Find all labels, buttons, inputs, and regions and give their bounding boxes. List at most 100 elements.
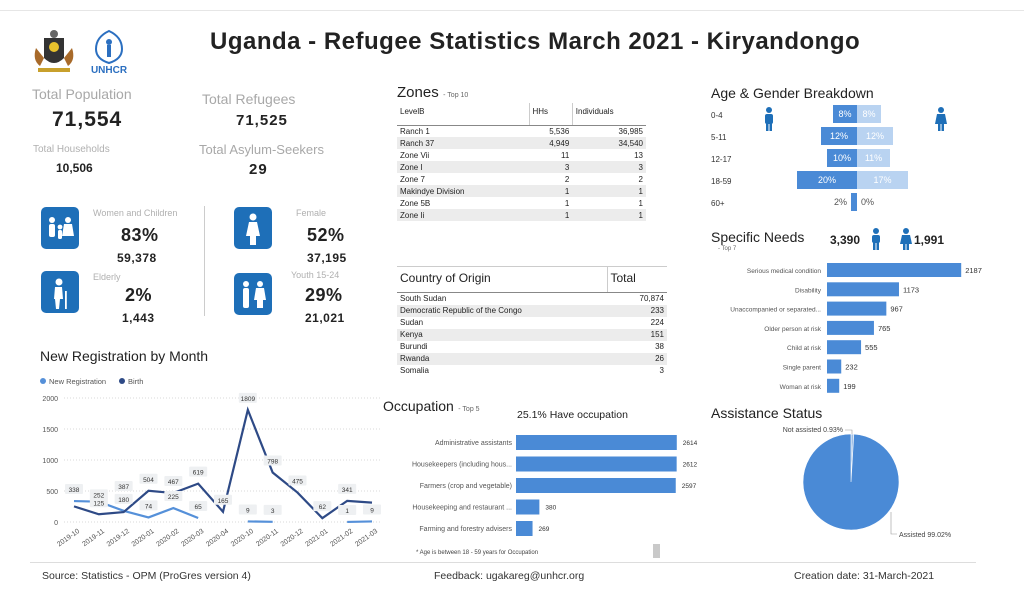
age-bar-female	[857, 171, 908, 189]
needs-data-label: 232	[845, 363, 858, 372]
occupation-tick-label: Housekeepers (including hous...	[412, 462, 512, 469]
age-data-label: 2%	[834, 197, 847, 207]
zones-col-individuals[interactable]: Individuals	[572, 103, 646, 126]
footer-feedback[interactable]: Feedback: ugakareg@unhcr.org	[434, 570, 585, 582]
women-children-pct: 83%	[121, 225, 159, 245]
x-tick-label: 2021-02	[329, 528, 354, 549]
table-cell: 3	[572, 161, 646, 173]
table-row[interactable]: Rwanda 26	[397, 352, 667, 365]
occupation-data-label: 2614	[683, 440, 698, 447]
unhcr-logo: UNHCR	[91, 29, 128, 75]
table-row[interactable]: South Sudan 70,874	[397, 293, 667, 305]
needs-bar	[827, 263, 962, 277]
point-data-label: 338	[69, 487, 80, 494]
point-data-label: 62	[319, 504, 327, 511]
occupation-tick-label: Farming and forestry advisers	[419, 526, 512, 533]
occupation-tick-label: Housekeeping and restaurant ...	[412, 505, 512, 512]
point-data-label: 387	[118, 484, 129, 491]
assistance-title: Assistance Status	[711, 405, 823, 421]
point-data-label: 125	[93, 500, 104, 507]
table-cell: 2	[638, 174, 643, 184]
table-row[interactable]: Democratic Republic of the Congo 233	[397, 304, 667, 317]
total-population-value: 71,554	[52, 108, 123, 131]
point-label-box	[114, 481, 133, 492]
occupation-bar	[516, 478, 676, 493]
needs-male-icon	[872, 228, 880, 250]
needs-tick-label: Older person at risk	[764, 326, 821, 333]
point-data-label: 341	[342, 487, 353, 494]
needs-data-label: 967	[890, 305, 903, 314]
table-cell: Ranch 37	[397, 137, 529, 149]
zones-heading: Zones - Top 10	[397, 84, 468, 102]
table-row[interactable]: Ranch 37 4,949 34,540	[397, 137, 646, 149]
x-tick-label: 2020-10	[230, 528, 255, 549]
table-cell: South Sudan	[400, 294, 447, 304]
occupation-data-label: 269	[539, 526, 550, 533]
age-tick-label: 18-59	[711, 177, 732, 186]
table-row[interactable]: Somalia 3	[397, 365, 667, 377]
youth-icon	[234, 273, 272, 315]
age-tick-label: 60+	[711, 199, 725, 208]
point-data-label: 467	[168, 479, 179, 486]
age-gender-title: Age & Gender Breakdown	[711, 85, 874, 101]
table-row[interactable]: Burundi 38	[397, 341, 667, 353]
point-label-box	[89, 489, 108, 500]
table-cell: Zone 7	[400, 174, 425, 184]
table-row[interactable]: Ranch 1 5,536 36,985	[397, 125, 646, 137]
x-tick-label: 2020-03	[180, 528, 205, 549]
zones-col-level[interactable]: LevelB	[397, 103, 530, 126]
table-cell: Burundi	[400, 342, 428, 351]
needs-tick-label: Serious medical condition	[747, 268, 821, 275]
point-data-label: 225	[168, 494, 179, 501]
age-bar-male	[797, 171, 857, 189]
needs-bar	[827, 359, 842, 374]
zones-subtitle: - Top 10	[443, 92, 469, 99]
age-gender-chart: Age & Gender Breakdown 0-4 8% 8% 5-11 12% 12%…	[711, 85, 947, 211]
pie-slice-assisted	[802, 433, 900, 531]
age-data-label: 8%	[862, 109, 875, 119]
table-row[interactable]: Sudan 224	[397, 317, 667, 329]
needs-bar	[827, 340, 862, 355]
table-row[interactable]: Makindye Division 1 1	[397, 185, 646, 197]
table-row[interactable]: Zone 5B 1 1	[397, 197, 646, 209]
occupation-data-label: 380	[545, 505, 556, 512]
occupation-subtitle: - Top 5	[458, 406, 480, 413]
youth-count: 21,021	[305, 311, 345, 325]
specific-needs-chart: Serious medical condition 2187 Disability 1…	[730, 263, 982, 393]
point-data-label: 65	[195, 504, 203, 511]
y-tick-label: 2000	[42, 396, 58, 403]
point-data-label: 252	[93, 492, 104, 499]
pie-label-assisted: Assisted 99.02%	[899, 532, 951, 539]
table-row[interactable]: Zone Vii 11 13	[397, 149, 646, 161]
table-cell: Zone I	[397, 161, 529, 173]
footer-created: Creation date: 31-March-2021	[794, 570, 935, 582]
occupation-note: * Age is between 18 - 59 years for Occup…	[416, 550, 539, 556]
zones-table: LevelB HHs Individuals Ranch 1 5,536 36,98…	[397, 103, 646, 221]
table-cell: Ranch 1	[400, 126, 430, 136]
needs-data-label: 765	[878, 324, 891, 333]
point-label-box	[214, 494, 232, 505]
footer-source: Source: Statistics - OPM (ProGres versio…	[42, 570, 251, 582]
zones-col-hhs[interactable]: HHs	[529, 103, 573, 126]
table-row[interactable]: Kenya 151	[397, 328, 667, 341]
table-cell: 2	[564, 174, 570, 184]
point-label-box	[164, 491, 183, 502]
point-label-box	[288, 475, 307, 486]
occupation-scrollbar[interactable]	[653, 544, 660, 558]
occupation-tick-label: Administrative assistants	[435, 440, 513, 447]
table-cell: 38	[655, 342, 664, 351]
origin-col-total[interactable]: Total	[607, 266, 667, 293]
needs-female-icon	[900, 228, 912, 250]
table-row[interactable]: Zone Ii 1 1	[397, 209, 646, 221]
table-cell: Kenya	[397, 328, 607, 341]
table-cell: 1	[638, 198, 643, 208]
table-cell: 1	[529, 209, 573, 221]
origin-table: Country of Origin Total South Sudan 70,87…	[397, 266, 667, 377]
table-row[interactable]: Zone 7 2 2	[397, 173, 646, 185]
point-data-label: 180	[118, 497, 129, 504]
zones-title: Zones	[397, 84, 439, 101]
specific-needs-male-total: 3,390	[830, 233, 861, 247]
age-data-label: 12%	[866, 131, 884, 141]
origin-col-country[interactable]: Country of Origin	[397, 266, 608, 293]
